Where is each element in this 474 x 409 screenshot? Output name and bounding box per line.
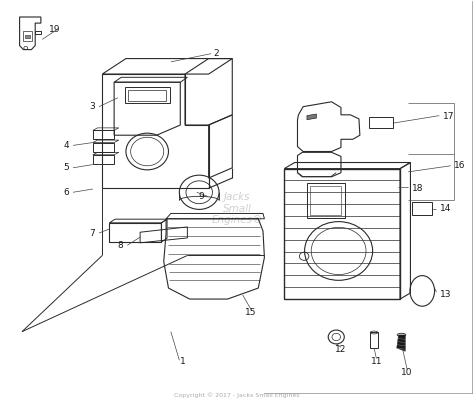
Text: Copyright © 2017 - Jacks Small Engines: Copyright © 2017 - Jacks Small Engines	[174, 393, 300, 398]
Text: 18: 18	[412, 184, 423, 193]
Text: 8: 8	[118, 241, 124, 250]
Text: 19: 19	[49, 25, 61, 34]
Bar	[370, 333, 378, 348]
Text: 12: 12	[335, 345, 346, 354]
Text: 14: 14	[440, 204, 452, 213]
Text: 9: 9	[198, 192, 204, 201]
Text: 10: 10	[401, 368, 413, 377]
Text: 6: 6	[64, 188, 69, 197]
Bar	[310, 186, 341, 215]
Bar	[307, 183, 345, 218]
Text: 15: 15	[246, 308, 257, 317]
Text: 7: 7	[90, 229, 95, 238]
Bar	[23, 31, 32, 41]
Text: 4: 4	[64, 141, 69, 150]
Bar	[412, 202, 432, 215]
Text: 1: 1	[180, 357, 185, 366]
Text: 2: 2	[213, 49, 219, 58]
Text: 17: 17	[443, 112, 454, 121]
Text: 11: 11	[371, 357, 382, 366]
Text: 5: 5	[64, 163, 69, 172]
Text: 16: 16	[455, 161, 466, 170]
Polygon shape	[397, 335, 405, 351]
Bar	[25, 34, 29, 38]
Text: 3: 3	[90, 102, 95, 111]
Text: 13: 13	[440, 290, 452, 299]
Polygon shape	[307, 114, 317, 120]
Text: Jacks
Small
Engines®: Jacks Small Engines®	[211, 192, 263, 225]
